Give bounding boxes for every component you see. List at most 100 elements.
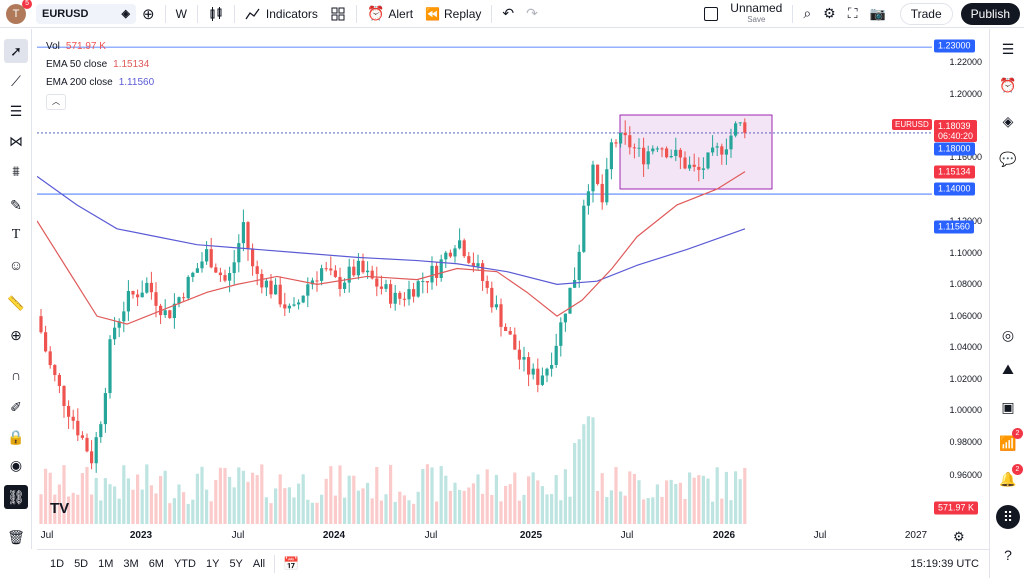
ruler-icon[interactable]: 📏	[7, 294, 25, 311]
cursor-icon[interactable]: ➚	[4, 39, 28, 63]
range-6m[interactable]: 6M	[148, 558, 164, 570]
range-5y[interactable]: 5Y	[229, 558, 243, 570]
emoji-icon[interactable]: ☺	[8, 257, 24, 273]
watchlist-icon[interactable]: ☰	[1001, 40, 1015, 57]
apps-grid-icon[interactable]: ⠿	[996, 505, 1020, 529]
undo-icon[interactable]: ↶	[502, 5, 515, 21]
trash-icon[interactable]: 🗑	[7, 528, 25, 545]
volume-bar	[356, 490, 360, 524]
candle-body	[637, 147, 641, 149]
camera-icon[interactable]: 📷	[869, 5, 886, 21]
fib-icon[interactable]: ⩩	[12, 162, 20, 179]
range-all[interactable]: All	[252, 558, 266, 570]
range-3m[interactable]: 3M	[123, 558, 139, 570]
volume-bar	[182, 492, 186, 524]
lock-icon[interactable]: 🔒	[7, 428, 25, 445]
volume-bar	[131, 489, 135, 524]
quick-search-icon[interactable]: ⌕	[803, 5, 812, 21]
volume-bar	[582, 424, 586, 524]
range-1y[interactable]: 1Y	[205, 558, 220, 570]
legend-ema50[interactable]: EMA 50 close 1.15134	[46, 56, 160, 74]
user-avatar[interactable]: T 5	[6, 0, 32, 24]
utc-clock[interactable]: 15:19:39 UTC	[910, 558, 979, 570]
calendar-icon[interactable]: ▣	[1001, 398, 1015, 415]
volume-bar	[692, 477, 696, 524]
volume-bar	[430, 467, 434, 524]
bell-icon[interactable]: 🔔 2	[996, 464, 1023, 491]
alerts-clock-icon[interactable]: ⏰	[999, 76, 1017, 93]
indicators-button[interactable]: Indicators	[239, 0, 324, 28]
help-icon[interactable]: ?	[1004, 547, 1012, 563]
text-icon[interactable]: T	[11, 227, 21, 242]
collapse-legend-button[interactable]: ︿	[46, 94, 66, 110]
legend-ema200[interactable]: EMA 200 close 1.11560	[46, 74, 160, 92]
trend-line-icon[interactable]: ⟋	[11, 72, 21, 89]
compare-icon[interactable]: ◈	[121, 8, 130, 20]
triangle-icon[interactable]: ⛰	[1002, 360, 1014, 377]
price-chart[interactable]	[36, 29, 932, 524]
candle-body	[389, 284, 393, 304]
candle-body	[614, 142, 618, 144]
target-icon[interactable]: ◎	[1001, 326, 1015, 343]
magnet-icon[interactable]: ∩	[10, 367, 22, 383]
volume-bar	[467, 487, 471, 524]
link-icon[interactable]: ⛓	[4, 485, 28, 509]
volume-bar	[425, 464, 429, 524]
time-axis[interactable]: Jul 2023 Jul 2024 Jul 2025 Jul 2026 Jul …	[37, 524, 932, 548]
add-symbol-icon[interactable]: ⊕	[142, 5, 155, 23]
candle-body	[117, 321, 121, 328]
horizontal-lines-icon[interactable]: ☰	[9, 102, 23, 119]
layout-name-button[interactable]: Unnamed Save	[724, 0, 788, 28]
vol-value: 571.97 K	[65, 41, 106, 52]
candle-body	[297, 302, 301, 305]
legend-volume[interactable]: Vol 571.97 K	[46, 38, 160, 56]
chart-pane[interactable]	[36, 29, 932, 524]
price-axis[interactable]: 1.22000 1.20000 1.16000 1.12000 1.10000 …	[932, 29, 988, 524]
replay-button[interactable]: ⏪ Replay	[419, 0, 487, 28]
candle-body	[278, 284, 282, 305]
eye-icon[interactable]: ◉	[9, 456, 23, 473]
fullscreen-icon[interactable]: ⛶	[847, 5, 858, 21]
candle-body	[563, 313, 567, 323]
interval-button[interactable]: W	[170, 0, 193, 28]
settings-gear-icon[interactable]: ⚙	[823, 5, 836, 21]
pattern-icon[interactable]: ⋈	[9, 132, 23, 149]
volume-bar	[481, 493, 485, 524]
goto-date-icon[interactable]: 📅	[283, 556, 300, 571]
time-label: Jul	[424, 530, 438, 541]
volume-bar	[499, 501, 503, 524]
templates-icon[interactable]	[324, 0, 352, 28]
candle-body	[393, 292, 397, 304]
redo-icon[interactable]: ↷	[526, 5, 538, 21]
brush-icon[interactable]: ✎	[10, 196, 22, 213]
volume-bar	[195, 473, 199, 524]
volume-bar	[379, 500, 383, 524]
publish-button[interactable]: Publish	[960, 2, 1020, 25]
chat-icon[interactable]: 💬	[999, 150, 1017, 167]
volume-bar	[269, 503, 273, 524]
volume-bar	[540, 486, 544, 524]
range-5d[interactable]: 5D	[74, 558, 89, 570]
axis-settings-icon[interactable]: ⚙	[953, 529, 965, 544]
layout-checkbox[interactable]	[698, 0, 724, 28]
candle-body	[126, 291, 130, 312]
candle-body	[99, 424, 103, 438]
range-1m[interactable]: 1M	[98, 558, 114, 570]
volume-bar	[278, 474, 282, 524]
candle-body	[674, 149, 678, 156]
candle-body	[596, 164, 600, 184]
trade-button[interactable]: Trade	[899, 2, 953, 25]
zoom-in-icon[interactable]: ⊕	[10, 326, 22, 343]
alert-button[interactable]: ⏰ Alert	[361, 0, 419, 28]
candle-body	[48, 351, 52, 366]
signals-icon[interactable]: 📶 2	[996, 428, 1023, 455]
lock-drawing-icon[interactable]: ✐	[10, 398, 22, 415]
candle-body	[692, 164, 696, 167]
price-tick: 0.98000	[949, 437, 982, 447]
symbol-search[interactable]: EURUSD ◈	[36, 3, 136, 24]
range-1d[interactable]: 1D	[50, 558, 65, 570]
volume-bar	[416, 491, 420, 524]
candles-icon[interactable]	[202, 0, 230, 28]
layers-icon[interactable]: ◈	[1002, 112, 1014, 129]
range-ytd[interactable]: YTD	[173, 558, 196, 570]
